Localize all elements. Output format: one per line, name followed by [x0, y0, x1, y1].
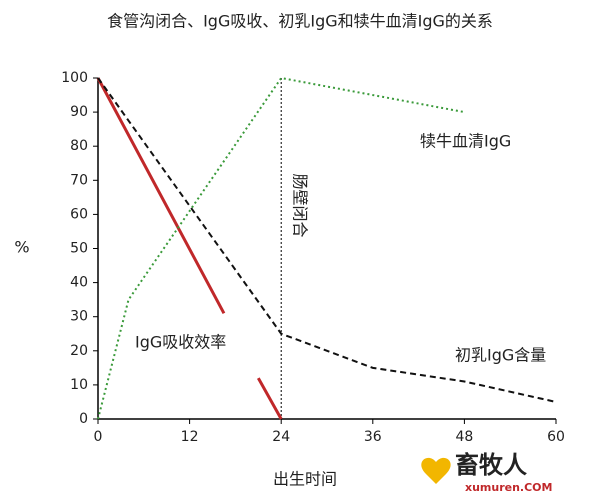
x-axis-label: 出生时间	[273, 470, 337, 489]
y-axis-label: %	[14, 238, 29, 257]
x-tick-label: 0	[94, 429, 103, 445]
y-tick-label: 30	[70, 309, 88, 325]
watermark-name: 畜牧人	[455, 451, 527, 479]
y-tick-label: 90	[70, 104, 88, 120]
series-label: 初乳IgG含量	[455, 346, 546, 365]
series-label: IgG吸收效率	[135, 333, 226, 352]
y-tick-label: 0	[79, 411, 88, 427]
y-tick-label: 100	[61, 70, 88, 86]
x-tick-label: 36	[364, 429, 382, 445]
watermark-url: xumuren.COM	[465, 481, 552, 494]
closure-label: 肠壁闭合	[291, 173, 310, 237]
x-tick-label: 12	[181, 429, 199, 445]
x-tick-label: 48	[455, 429, 473, 445]
y-tick-label: 50	[70, 241, 88, 257]
y-tick-label: 20	[70, 343, 88, 359]
series-line	[97, 76, 465, 420]
y-tick-label: 10	[70, 377, 88, 393]
x-tick-label: 60	[547, 429, 565, 445]
watermark-icon	[421, 457, 451, 484]
y-tick-label: 60	[70, 206, 88, 222]
y-tick-label: 70	[70, 172, 88, 188]
watermark: 畜牧人 xumuren.COM	[421, 451, 552, 494]
chart-title: 食管沟闭合、IgG吸收、初乳IgG和犊牛血清IgG的关系	[107, 12, 493, 31]
series-line	[96, 77, 283, 420]
y-tick-label: 40	[70, 275, 88, 291]
series-label: 犊牛血清IgG	[420, 132, 511, 151]
y-tick-label: 80	[70, 138, 88, 154]
x-tick-label: 24	[272, 429, 290, 445]
series-line	[97, 77, 557, 403]
